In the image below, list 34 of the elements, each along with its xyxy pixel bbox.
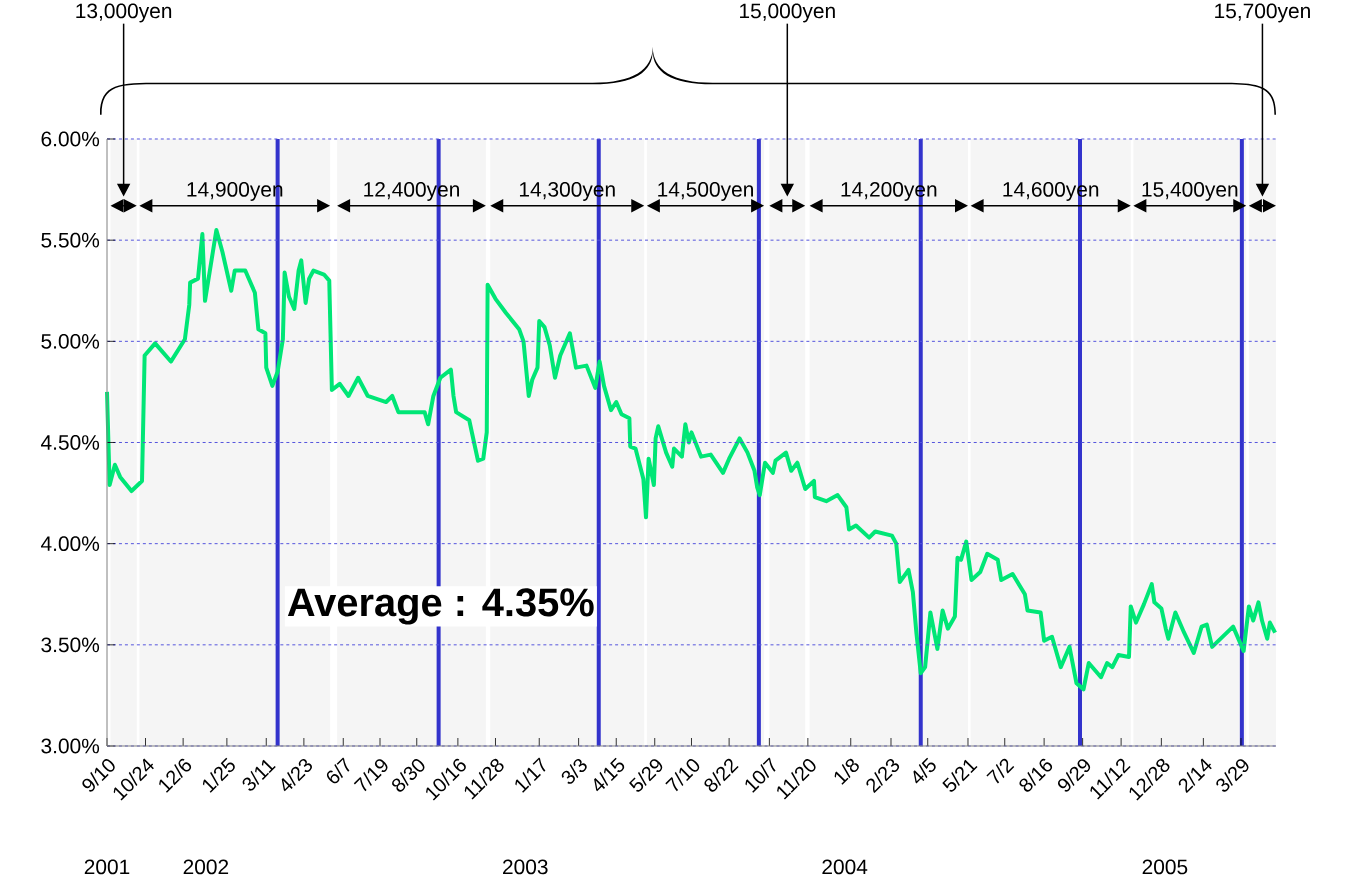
y-tick-label: 4.00% <box>40 536 100 552</box>
y-tick-label: 3.00% <box>41 738 100 754</box>
text: 2001 <box>84 859 130 875</box>
y-tick-label: 6.00% <box>41 131 100 147</box>
band-label: 13,000yen <box>76 3 172 23</box>
y-tick-label: 5.50% <box>41 232 100 248</box>
text: 2002 <box>183 859 229 875</box>
band-label: 15,700yen <box>1215 3 1310 23</box>
y-tick-label: 5.00% <box>41 333 100 349</box>
x-tick-label: 7/10 <box>665 759 700 792</box>
text: 2005 <box>1142 859 1188 875</box>
x-tick-label: 9/29 <box>1057 759 1091 792</box>
x-tick-label: 8/30 <box>392 759 425 792</box>
x-tick-label: 5/21 <box>942 759 978 792</box>
band-label: 14,500yen <box>658 181 753 201</box>
x-tick-label: 4/23 <box>281 758 313 792</box>
x-tick-label: 7/19 <box>353 759 388 792</box>
text: 2003 <box>503 859 548 875</box>
band-label: 15,400yen <box>1142 181 1238 201</box>
y-tick-label: 4.50% <box>40 435 100 450</box>
y-tick-label: 3.50% <box>41 637 100 653</box>
band-label: 15,000yen <box>740 3 835 23</box>
x-tick-label: 1/8 <box>834 758 859 785</box>
x-tick-label: 5/29 <box>629 759 663 792</box>
x-tick-label: 7/2 <box>986 758 1015 784</box>
x-tick-label: 4/5 <box>913 757 936 784</box>
annotation: Average : 4.35% <box>287 588 594 625</box>
x-tick-label: 3/29 <box>1216 759 1249 792</box>
x-tick-label: 4/15 <box>594 757 625 792</box>
x-tick-label: 6/7 <box>326 757 350 784</box>
text: 2004 <box>822 859 868 875</box>
x-tick-label: 3/3 <box>561 758 587 784</box>
x-tick-label: 3/11 <box>242 759 276 791</box>
x-tick-label: 9/10 <box>82 759 115 792</box>
